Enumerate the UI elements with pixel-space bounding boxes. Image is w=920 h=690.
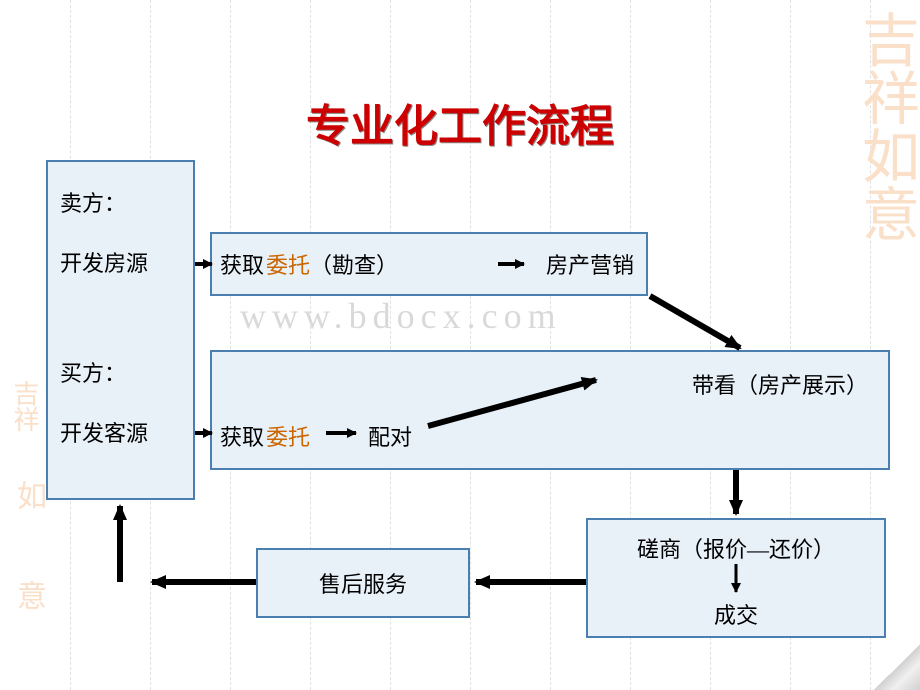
arrow-mkt-to-show	[650, 296, 740, 348]
page-curl	[874, 644, 920, 690]
arrow-pair-to-show	[428, 380, 596, 426]
page-title: 专业化工作流程	[0, 90, 920, 154]
